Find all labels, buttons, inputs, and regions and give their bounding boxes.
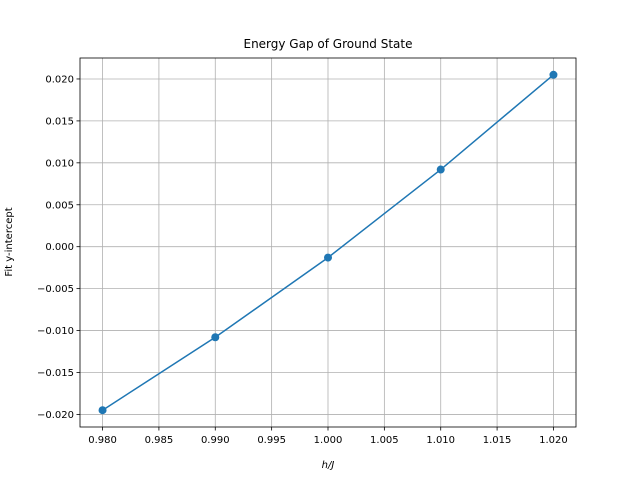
y-tick-label: 0.020 [45,74,74,85]
x-tick-label: 0.995 [257,435,286,446]
x-tick-label: 1.015 [483,435,512,446]
x-tick-label: 1.010 [426,435,455,446]
y-axis-label: Fit y-intercept [4,207,15,276]
data-point [98,406,107,415]
x-tick-label: 0.990 [201,435,230,446]
data-point [211,333,220,342]
y-tick-label: −0.005 [37,284,74,295]
x-tick-label: 1.000 [314,435,343,446]
x-tick-label: 0.980 [88,435,117,446]
y-tick-label: 0.000 [45,242,74,253]
series-layer [98,70,558,415]
x-tick-label: 1.005 [370,435,399,446]
x-tick-label: 1.020 [539,435,568,446]
y-tick-label: −0.010 [37,326,74,337]
x-axis-label: h/J [322,460,335,471]
y-tick-label: 0.010 [45,158,74,169]
y-tick-label: 0.015 [45,116,74,127]
y-tick-label: −0.015 [37,368,74,379]
y-tick-label: 0.005 [45,200,74,211]
chart-title: Energy Gap of Ground State [243,37,412,51]
x-tick-label: 0.985 [145,435,174,446]
grid [80,58,576,427]
data-point [549,70,558,79]
y-tick-label: −0.020 [37,410,74,421]
data-point [324,253,332,262]
ticks: 0.980 0.985 0.990 0.995 1.000 1.005 1.010 1.015… [37,74,568,446]
data-point [436,165,445,174]
